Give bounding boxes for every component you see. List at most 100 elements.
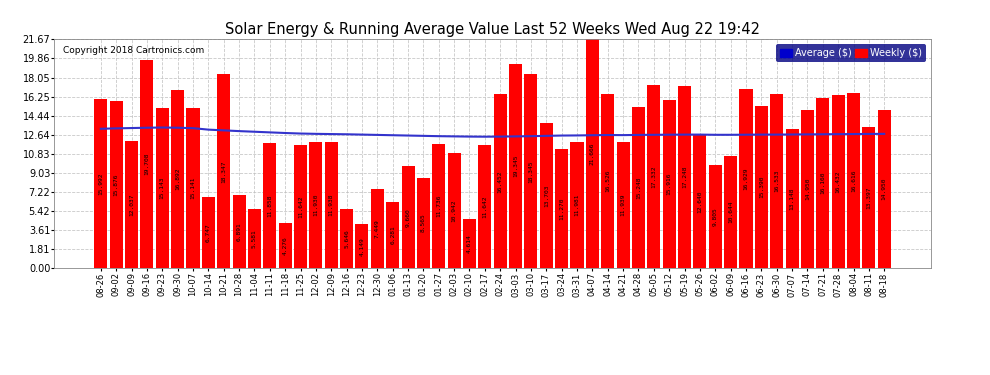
Bar <box>371 189 384 268</box>
Text: 11.858: 11.858 <box>267 194 272 217</box>
Bar <box>509 64 522 268</box>
Text: 16.929: 16.929 <box>743 168 748 190</box>
Bar <box>325 142 338 268</box>
Bar <box>662 100 676 268</box>
Bar <box>632 107 645 268</box>
Text: 16.616: 16.616 <box>851 169 856 192</box>
Text: 7.449: 7.449 <box>375 219 380 238</box>
Bar <box>586 39 599 268</box>
Text: 4.614: 4.614 <box>467 234 472 253</box>
Bar <box>155 108 168 268</box>
Text: 12.640: 12.640 <box>697 190 703 213</box>
Bar <box>570 142 583 268</box>
Text: 16.526: 16.526 <box>605 170 610 192</box>
Text: 9.660: 9.660 <box>406 208 411 226</box>
Text: 5.646: 5.646 <box>345 229 349 248</box>
Text: 21.666: 21.666 <box>590 142 595 165</box>
Text: 4.149: 4.149 <box>359 237 364 256</box>
Text: 15.141: 15.141 <box>190 177 195 200</box>
Bar <box>386 202 399 268</box>
Bar <box>754 106 768 268</box>
Bar <box>263 143 276 268</box>
Bar <box>724 156 738 268</box>
Text: 11.736: 11.736 <box>437 195 442 217</box>
Text: 15.916: 15.916 <box>666 173 671 195</box>
Bar <box>125 141 138 268</box>
Text: 16.452: 16.452 <box>498 170 503 192</box>
Bar <box>601 94 614 268</box>
Text: 15.876: 15.876 <box>114 173 119 196</box>
Bar <box>785 129 799 268</box>
Text: 19.345: 19.345 <box>513 155 518 177</box>
Text: 17.248: 17.248 <box>682 166 687 188</box>
Bar <box>862 127 875 268</box>
Bar <box>817 98 830 268</box>
Text: 16.160: 16.160 <box>821 172 826 194</box>
Text: 6.747: 6.747 <box>206 223 211 242</box>
Bar <box>678 86 691 268</box>
Bar <box>402 166 415 268</box>
Bar <box>847 93 860 268</box>
Bar <box>110 100 123 268</box>
Bar <box>417 178 430 268</box>
Bar <box>233 195 246 268</box>
Text: 10.644: 10.644 <box>728 201 734 223</box>
Bar <box>478 145 491 268</box>
Text: 18.345: 18.345 <box>529 160 534 183</box>
Bar <box>217 75 231 268</box>
Bar <box>447 153 460 268</box>
Text: 11.642: 11.642 <box>482 195 487 218</box>
Bar <box>186 108 200 268</box>
Text: 14.950: 14.950 <box>882 178 887 201</box>
Text: 4.276: 4.276 <box>282 236 288 255</box>
Text: 11.930: 11.930 <box>314 194 319 216</box>
Bar <box>770 94 783 268</box>
Text: 6.891: 6.891 <box>237 222 242 241</box>
Text: 13.148: 13.148 <box>790 188 795 210</box>
Bar <box>801 110 814 268</box>
Bar <box>340 209 353 268</box>
Text: 19.708: 19.708 <box>145 153 149 176</box>
Bar <box>494 94 507 268</box>
Bar <box>525 75 538 268</box>
Bar <box>540 123 552 268</box>
Text: 6.281: 6.281 <box>390 226 395 245</box>
Text: 9.805: 9.805 <box>713 207 718 226</box>
Text: 17.332: 17.332 <box>651 165 656 188</box>
Text: 18.347: 18.347 <box>221 160 226 183</box>
Bar <box>294 145 307 268</box>
Text: 5.581: 5.581 <box>251 229 257 248</box>
Text: 16.892: 16.892 <box>175 168 180 190</box>
Bar <box>141 60 153 268</box>
Title: Solar Energy & Running Average Value Last 52 Weeks Wed Aug 22 19:42: Solar Energy & Running Average Value Las… <box>225 22 760 37</box>
Text: 11.938: 11.938 <box>329 194 334 216</box>
Text: 16.533: 16.533 <box>774 170 779 192</box>
Bar <box>832 94 844 268</box>
Text: Copyright 2018 Cartronics.com: Copyright 2018 Cartronics.com <box>63 46 205 55</box>
Bar <box>202 197 215 268</box>
Bar <box>355 224 368 268</box>
Bar <box>709 165 722 268</box>
Text: 10.942: 10.942 <box>451 199 456 222</box>
Text: 15.143: 15.143 <box>159 177 164 200</box>
Text: 16.432: 16.432 <box>836 170 841 193</box>
Bar <box>248 209 261 268</box>
Text: 15.390: 15.390 <box>759 176 764 198</box>
Bar <box>463 219 476 268</box>
Bar <box>647 85 660 268</box>
Text: 13.397: 13.397 <box>866 186 871 209</box>
Text: 11.981: 11.981 <box>574 194 579 216</box>
Text: 11.939: 11.939 <box>621 194 626 216</box>
Bar <box>740 89 752 268</box>
Bar <box>555 149 568 268</box>
Text: 15.248: 15.248 <box>636 176 641 199</box>
Bar <box>693 135 707 268</box>
Text: 14.950: 14.950 <box>805 178 810 201</box>
Text: 11.270: 11.270 <box>559 197 564 220</box>
Bar <box>433 144 446 268</box>
Text: 11.642: 11.642 <box>298 195 303 218</box>
Bar <box>94 99 107 268</box>
Text: 8.565: 8.565 <box>421 213 426 232</box>
Bar <box>171 90 184 268</box>
Text: 13.703: 13.703 <box>544 184 548 207</box>
